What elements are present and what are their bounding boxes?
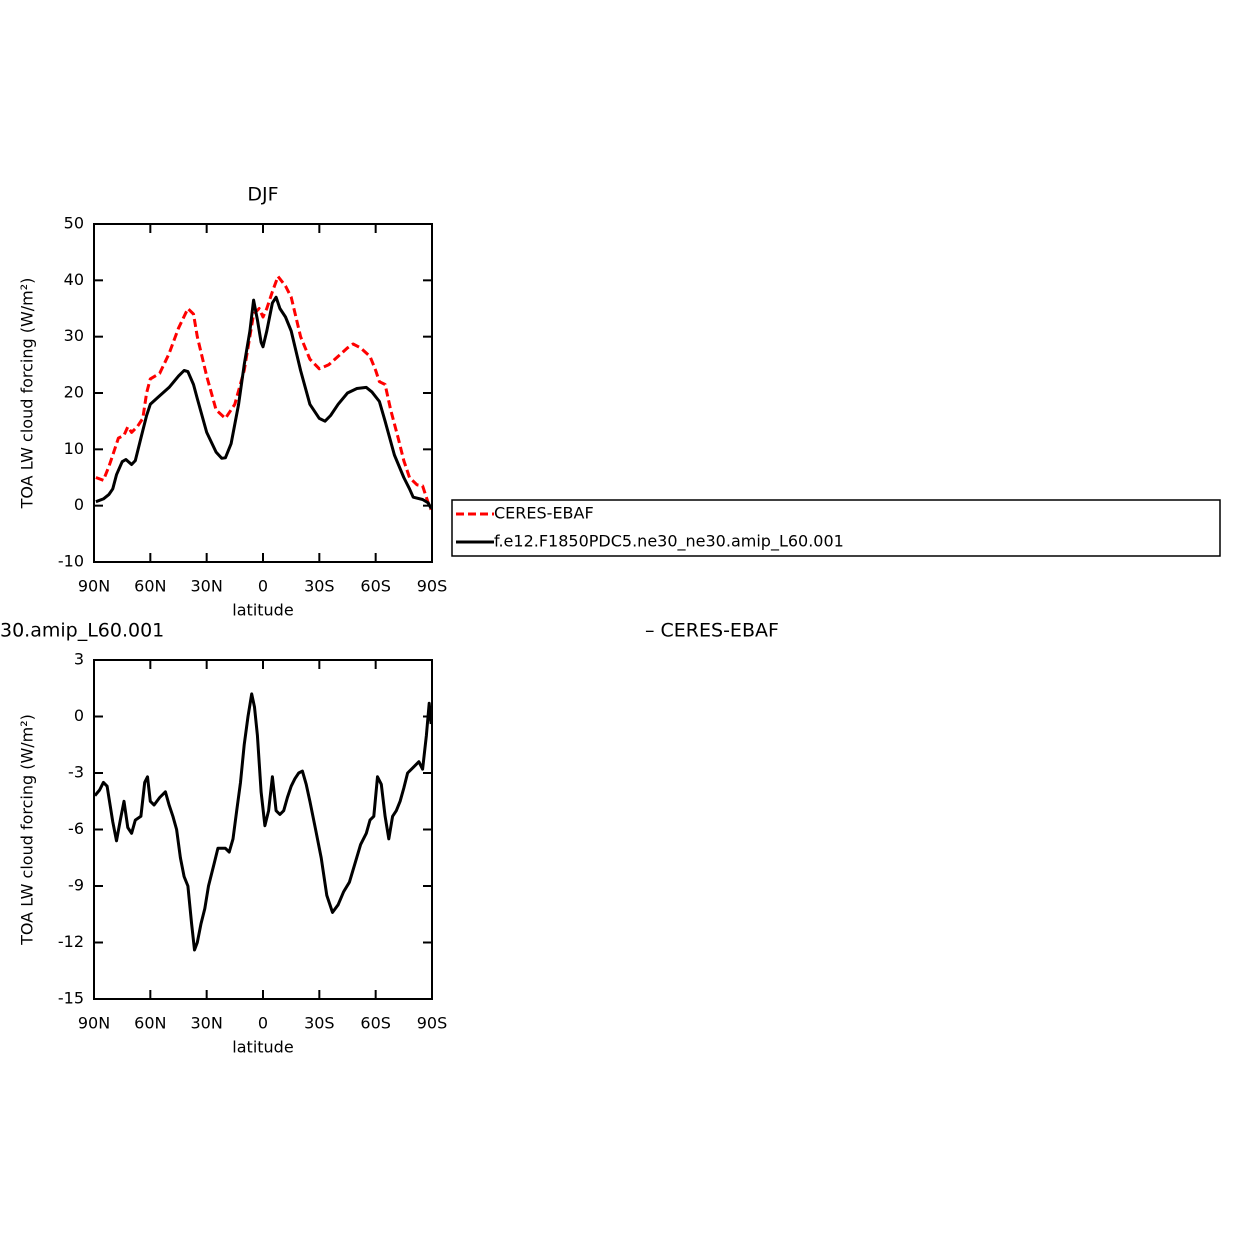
legend-box <box>451 499 1221 557</box>
y-tick-label: 20 <box>64 383 84 402</box>
chart-title: 30.amip_L60.001 <box>0 620 164 642</box>
y-tick-label: -6 <box>68 819 84 838</box>
data-line <box>95 274 433 511</box>
y-axis-label: TOA LW cloud forcing (W/m²) <box>18 714 37 946</box>
x-tick-label: 0 <box>258 577 268 596</box>
data-line <box>93 692 433 952</box>
chart-title: DJF <box>247 184 278 206</box>
legend-label: CERES-EBAF <box>494 504 594 523</box>
x-tick-label: 60N <box>134 577 166 596</box>
x-tick-label: 30N <box>191 577 223 596</box>
chart-title: – CERES-EBAF <box>645 620 779 642</box>
x-tick-label: 90N <box>78 577 110 596</box>
y-tick-label: 0 <box>74 495 84 514</box>
y-axis-label: TOA LW cloud forcing (W/m²) <box>18 278 37 510</box>
y-tick-label: -9 <box>68 876 84 895</box>
x-axis-label: latitude <box>232 1038 293 1057</box>
y-tick-label: 30 <box>64 326 84 345</box>
plot-frame <box>93 659 433 1000</box>
y-tick-label: -10 <box>58 552 84 571</box>
y-tick-label: 10 <box>64 439 84 458</box>
data-line <box>95 295 433 510</box>
plot-frame <box>93 223 433 563</box>
x-tick-label: 60N <box>134 1014 166 1033</box>
y-tick-label: 50 <box>64 214 84 233</box>
x-tick-label: 30S <box>304 1014 335 1033</box>
x-axis-label: latitude <box>232 601 293 620</box>
x-tick-label: 90S <box>417 1014 448 1033</box>
y-tick-label: -12 <box>58 932 84 951</box>
x-tick-label: 0 <box>258 1014 268 1033</box>
y-tick-label: 0 <box>74 706 84 725</box>
legend-label: f.e12.F1850PDC5.ne30_ne30.amip_L60.001 <box>494 532 844 552</box>
y-tick-label: 40 <box>64 270 84 289</box>
x-tick-label: 60S <box>360 577 391 596</box>
x-tick-label: 90N <box>78 1014 110 1033</box>
y-tick-label: 3 <box>74 650 84 669</box>
y-tick-label: -3 <box>68 763 84 782</box>
x-tick-label: 90S <box>417 577 448 596</box>
x-tick-label: 30S <box>304 577 335 596</box>
y-tick-label: -15 <box>58 989 84 1008</box>
x-tick-label: 60S <box>360 1014 391 1033</box>
x-tick-label: 30N <box>191 1014 223 1033</box>
